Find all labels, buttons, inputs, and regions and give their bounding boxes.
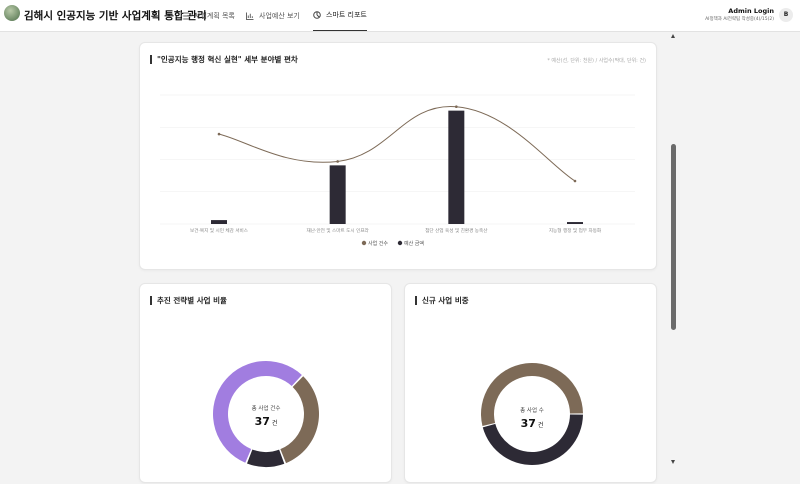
user-name: Admin Login <box>728 7 774 15</box>
x-tick-label: 보건·복지 및 시민 체감 서비스 <box>190 227 248 234</box>
scrollbar[interactable] <box>670 32 677 466</box>
scrollbar-thumb[interactable] <box>671 144 676 330</box>
bar <box>211 220 227 224</box>
strategy-total-number: 37 <box>254 415 270 428</box>
new-business-donut-chart <box>481 363 583 465</box>
tab-label: 사업예산 보기 <box>259 11 300 20</box>
strategy-total-label: 총 사업 건수 <box>251 406 281 412</box>
pie-chart-icon <box>313 11 321 19</box>
tab-smart-report[interactable]: 스마트 리포트 <box>313 0 367 31</box>
bar <box>448 110 465 224</box>
donut-slice <box>247 449 285 467</box>
app-title: 김해시 인공지능 기반 사업계획 통합 관리 <box>24 10 207 22</box>
new-donut-center: 총 사업 수 37 건 <box>492 406 572 430</box>
legend-label: 예산 금액 <box>404 240 424 247</box>
legend-swatch <box>361 240 367 246</box>
strategy-ratio-card: 추진 전략별 사업 비율 총 사업 건수 37 건 <box>139 283 392 483</box>
main-chart-card: "인공지능 행정 혁신 실현" 세부 분야별 편차 * 예산(선, 단위: 천원… <box>139 42 657 270</box>
bar-chart-icon <box>246 12 254 20</box>
legend-label: 사업 건수 <box>368 240 388 247</box>
series-line <box>218 106 576 182</box>
list-icon <box>181 12 189 19</box>
new-card-title: 신규 사업 비중 <box>415 296 469 305</box>
line-point <box>217 132 221 136</box>
line-point <box>455 105 458 109</box>
donut-slice <box>280 376 319 464</box>
legend-swatch <box>397 240 403 246</box>
bar <box>329 165 346 224</box>
new-total-label: 총 사업 수 <box>520 408 544 414</box>
scroll-down-arrow-icon[interactable] <box>671 460 675 464</box>
city-logo-icon <box>4 5 20 21</box>
new-total-value: 37 건 <box>492 417 572 430</box>
line-point <box>336 160 339 163</box>
avatar[interactable]: B <box>779 8 793 22</box>
donut-slice <box>482 414 583 465</box>
user-info[interactable]: Admin Login AI정책과 AI전략팀 작성중(4)/15(2) <box>705 7 774 22</box>
tab-business-plan-list[interactable]: 사업계획 목록 <box>181 0 235 31</box>
bar <box>567 222 583 224</box>
strategy-donut-center: 총 사업 건수 37 건 <box>226 404 306 428</box>
main-chart-note: * 예산(선, 단위: 천원) / 사업수(막대, 단위: 건) <box>547 58 646 64</box>
new-total-number: 37 <box>520 417 536 430</box>
combo-chart: 보건·복지 및 시민 체감 서비스 재난·안전 및 스마트 도시 인프라 첨단 산업… <box>160 94 635 247</box>
new-total-unit: 건 <box>537 422 544 429</box>
user-detail: AI정책과 AI전략팀 작성중(4)/15(2) <box>705 17 774 22</box>
tab-label: 스마트 리포트 <box>326 11 367 19</box>
tab-label: 사업계획 목록 <box>194 11 235 20</box>
strategy-total-value: 37 건 <box>226 415 306 428</box>
tab-budget-view[interactable]: 사업예산 보기 <box>246 0 300 31</box>
x-tick-label: 지능형 행정 및 업무 자동화 <box>549 227 602 234</box>
strategy-card-title: 추진 전략별 사업 비율 <box>150 296 227 305</box>
x-tick-label: 재난·안전 및 스마트 도시 인프라 <box>307 227 370 234</box>
strategy-total-unit: 건 <box>271 420 278 427</box>
line-point <box>573 179 577 183</box>
donut-slice <box>481 363 583 427</box>
main-chart-title: "인공지능 행정 혁신 실현" 세부 분야별 편차 <box>150 55 298 64</box>
donut-slice <box>213 361 302 463</box>
scroll-up-arrow-icon[interactable] <box>671 34 675 38</box>
strategy-donut-chart <box>213 361 319 467</box>
x-tick-label: 첨단 산업 육성 및 친환경 농축산 <box>425 227 488 234</box>
new-business-card: 신규 사업 비중 총 사업 수 37 건 <box>404 283 657 483</box>
top-bar: 김해시 인공지능 기반 사업계획 통합 관리 사업계획 목록 사업예산 보기 스… <box>0 0 800 32</box>
